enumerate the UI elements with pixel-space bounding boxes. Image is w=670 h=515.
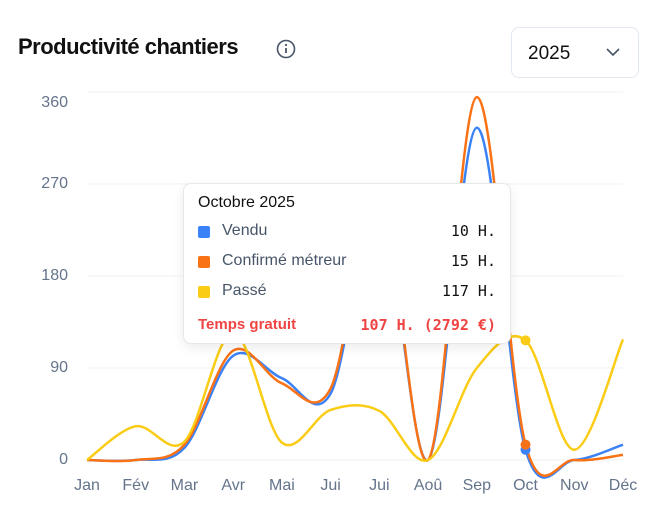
- highlight-point: [520, 439, 531, 450]
- x-tick-label: Oct: [513, 477, 538, 494]
- tooltip-row: Vendu 10 H.: [198, 222, 496, 242]
- tooltip: Octobre 2025 Vendu 10 H. Confirmé métreur 1…: [183, 183, 511, 344]
- legend-swatch: [198, 256, 210, 268]
- x-tick-label: Mar: [171, 477, 199, 494]
- legend-swatch: [198, 226, 210, 238]
- x-tick-label: Mai: [269, 477, 295, 494]
- legend-label: Vendu: [222, 222, 268, 239]
- tooltip-value: 117 H.: [441, 282, 496, 300]
- x-tick-label: Jui: [320, 477, 340, 494]
- y-tick-label: 0: [59, 451, 68, 468]
- y-tick-label: 90: [50, 359, 68, 376]
- y-tick-label: 270: [41, 175, 68, 192]
- tooltip-row: Passé 117 H.: [198, 282, 496, 302]
- free-value: 107 H. (2792 €): [360, 316, 496, 334]
- y-tick-label: 360: [41, 94, 68, 111]
- x-tick-label: Nov: [560, 477, 588, 494]
- x-tick-label: Fév: [122, 477, 149, 494]
- x-tick-label: Aoû: [414, 477, 442, 494]
- year-value: 2025: [528, 43, 571, 64]
- x-tick-label: Avr: [221, 477, 245, 494]
- legend-label: Confirmé métreur: [222, 252, 347, 269]
- chevron: [606, 48, 620, 57]
- highlight-point: [520, 335, 531, 346]
- x-tick-label: Sep: [463, 477, 492, 494]
- free-time: Temps gratuit 107 H. (2792 €): [198, 316, 496, 334]
- tooltip-value: 10 H.: [450, 222, 496, 240]
- info-icon[interactable]: [276, 39, 296, 59]
- y-tick-label: 180: [41, 267, 68, 284]
- tooltip-row: Confirmé métreur 15 H.: [198, 252, 496, 272]
- page-title: Productivité chantiers: [18, 34, 239, 59]
- x-tick-label: Jui: [369, 477, 389, 494]
- tooltip-title: Octobre 2025: [198, 194, 295, 211]
- series-line: [86, 330, 625, 462]
- x-tick-label: Jan: [74, 477, 100, 494]
- tooltip-value: 15 H.: [450, 252, 496, 270]
- x-tick-label: Déc: [609, 477, 637, 494]
- free-label: Temps gratuit: [198, 316, 297, 333]
- year-select[interactable]: 2025: [511, 27, 639, 78]
- legend-label: Passé: [222, 282, 267, 299]
- legend-swatch: [198, 286, 210, 298]
